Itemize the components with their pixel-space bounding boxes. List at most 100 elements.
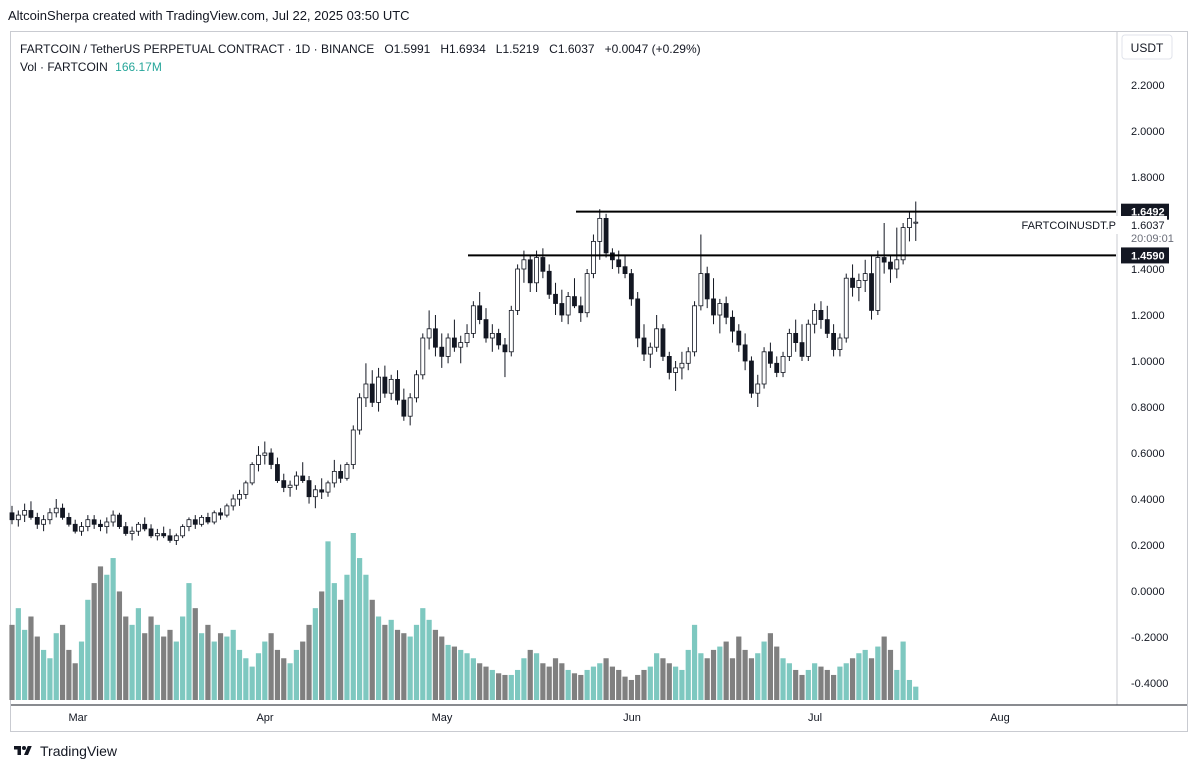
candle — [123, 522, 129, 536]
volume-bar — [584, 669, 590, 700]
volume-bar — [508, 674, 514, 700]
candle — [180, 524, 186, 539]
price-tick-label: 2.0000 — [1131, 126, 1165, 138]
candle — [812, 303, 818, 334]
volume-bar — [401, 633, 407, 700]
candle — [515, 264, 520, 315]
volume-bar — [382, 624, 388, 700]
candle — [685, 347, 691, 371]
candle — [553, 282, 558, 315]
candle — [249, 462, 255, 486]
candle — [641, 324, 647, 361]
candle — [407, 393, 413, 426]
candle — [395, 370, 400, 405]
volume-bar — [862, 649, 868, 700]
volume-bar — [15, 608, 21, 700]
volume-bar — [521, 658, 527, 700]
volume-bar — [34, 636, 40, 700]
candle — [635, 292, 641, 348]
candle — [85, 515, 91, 532]
volume-bar — [824, 669, 830, 700]
volume-bar — [559, 663, 565, 700]
candle — [723, 296, 729, 325]
candle — [477, 292, 483, 325]
volume-bar — [300, 641, 306, 700]
currency-button[interactable]: USDT — [1121, 34, 1173, 60]
candle — [565, 292, 571, 325]
candle — [818, 301, 824, 329]
candle — [780, 351, 786, 378]
volume-bar — [609, 666, 615, 700]
candle — [508, 305, 514, 357]
candle — [414, 370, 419, 403]
volume-bar — [597, 663, 603, 700]
volume-bar — [173, 641, 179, 700]
volume-bar — [622, 676, 628, 700]
candle — [66, 512, 72, 527]
candle — [730, 310, 735, 343]
time-tick-label: Aug — [990, 712, 1010, 724]
volume-bar — [154, 624, 160, 700]
close-value: C1.6037 — [549, 42, 595, 56]
candle — [717, 298, 723, 334]
candle — [331, 459, 337, 488]
volume-bar — [413, 624, 420, 700]
candle — [218, 508, 223, 520]
candle — [293, 471, 299, 490]
volume-bar — [477, 663, 483, 700]
volume-bar — [148, 616, 154, 700]
symbol-line[interactable]: FARTCOIN / TetherUS PERPETUAL CONTRACT ·… — [20, 42, 375, 56]
candle — [711, 278, 716, 325]
candle — [489, 324, 495, 352]
volume-bar — [868, 658, 875, 700]
symbol-price-tag: FARTCOINUSDT.P 1.6037 20:09:01 — [1021, 216, 1174, 246]
candle — [470, 301, 476, 338]
candle — [597, 209, 603, 260]
volume-bar — [161, 636, 167, 700]
volume-bar — [831, 674, 837, 700]
candle — [376, 367, 381, 412]
volume-bar — [489, 669, 495, 700]
volume-bar — [249, 666, 255, 700]
candle — [451, 319, 457, 352]
candle — [325, 480, 331, 497]
candle — [199, 515, 205, 527]
volume-bar — [123, 616, 129, 700]
volume-label[interactable]: Vol · FARTCOIN — [20, 60, 108, 74]
time-tick-label: Jun — [623, 712, 641, 724]
volume-bar — [236, 649, 243, 700]
volume-bar — [654, 653, 660, 700]
candle — [287, 480, 293, 497]
candle — [774, 356, 780, 378]
volume-bar — [186, 583, 192, 700]
candle — [363, 363, 369, 407]
volume-bar — [319, 591, 325, 700]
volume-bar — [641, 669, 647, 700]
volume-bar — [110, 558, 116, 700]
time-axis: Mar Apr May Jun Jul Aug — [69, 712, 1010, 724]
candle — [167, 528, 173, 543]
volume-bar — [325, 541, 331, 700]
volume-bar — [331, 583, 337, 700]
volume-bar — [590, 666, 597, 700]
candle — [34, 512, 40, 529]
tradingview-logo-icon — [14, 746, 32, 755]
candle — [749, 356, 754, 398]
volume-bar — [546, 666, 552, 700]
tradingview-footer[interactable]: TradingView — [12, 743, 117, 759]
candle — [47, 508, 53, 525]
chart-frame[interactable] — [10, 31, 1188, 732]
candle — [900, 223, 906, 265]
candle — [420, 333, 426, 380]
candle — [673, 361, 678, 391]
open-value: O1.5991 — [384, 42, 431, 56]
volume-bar — [849, 658, 856, 700]
high-value: H1.6934 — [440, 42, 486, 56]
candle — [154, 528, 160, 541]
candle — [704, 266, 710, 309]
volume-bar — [470, 658, 476, 700]
volume-bar — [533, 653, 540, 700]
volume-bar — [41, 649, 47, 700]
volume-bar — [515, 669, 521, 700]
